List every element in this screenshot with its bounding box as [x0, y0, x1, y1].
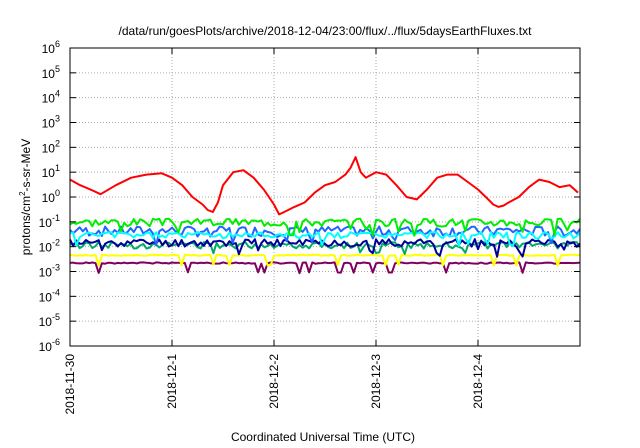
y-tick-label: 10-3: [39, 263, 60, 280]
y-tick-label: 100: [42, 188, 60, 205]
x-tick-label: 2018-12-3: [369, 354, 383, 409]
series-line: [69, 217, 581, 237]
y-tick-label: 104: [42, 89, 60, 106]
y-tick-label: 10-6: [39, 337, 60, 354]
x-tick-label: 2018-12-2: [267, 354, 281, 409]
y-tick-label: 10-4: [39, 287, 60, 304]
grid: [70, 48, 580, 346]
series-line: [69, 253, 581, 267]
y-tick-label: 101: [42, 163, 60, 180]
chart-title: /data/run/goesPlots/archive/2018-12-04/2…: [119, 24, 533, 38]
y-axis-label: protons/cm2-s-sr-MeV: [18, 139, 33, 255]
y-tick-label: 103: [42, 114, 60, 131]
y-tick-label: 10-1: [39, 213, 60, 230]
series-group: [69, 156, 581, 275]
x-tick-label: 2018-12-1: [165, 354, 179, 409]
y-tick-label: 102: [42, 138, 60, 155]
y-tick-label: 10-2: [39, 238, 60, 255]
x-tick-label: 2018-11-30: [63, 354, 77, 415]
series-line: [69, 225, 581, 247]
y-tick-label: 105: [42, 64, 60, 81]
x-tick-label: 2018-12-4: [471, 354, 485, 409]
series-line: [69, 156, 579, 216]
series-line: [69, 231, 581, 247]
y-tick-label: 10-5: [39, 312, 60, 329]
y-axis-ticks: 10-6 10-5 10-4 10-3 10-2 10-1 100 101 102 103 104 1…: [39, 39, 580, 354]
x-axis-ticks: 2018-11-30 2018-12-1 2018-12-2 2018-12-3 201…: [63, 48, 485, 415]
x-axis-label: Coordinated Universal Time (UTC): [231, 430, 415, 444]
y-tick-label: 106: [42, 39, 60, 56]
